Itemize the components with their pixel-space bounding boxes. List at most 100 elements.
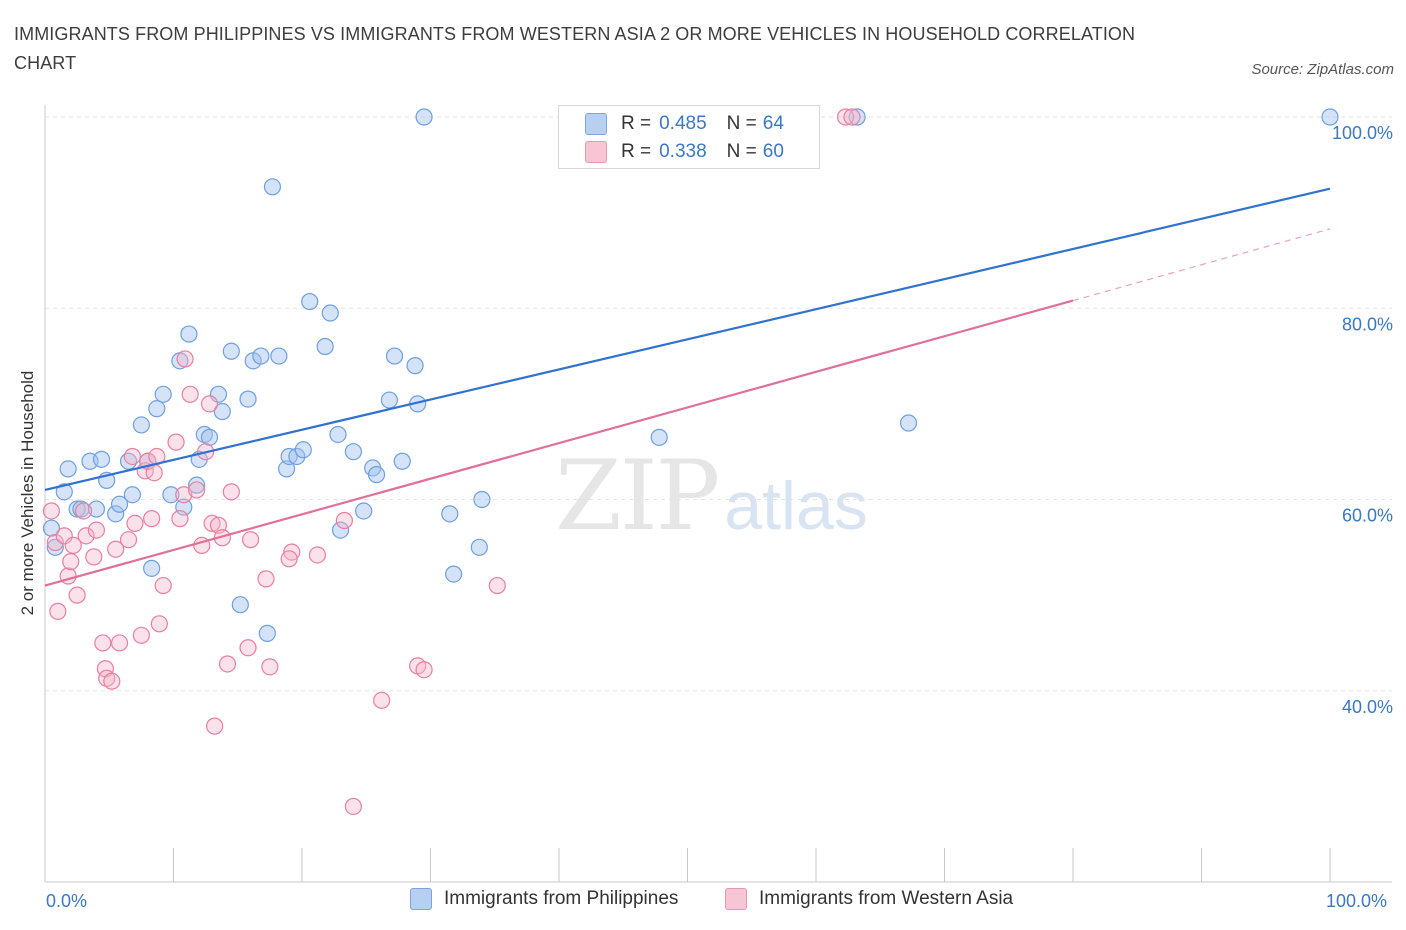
point-western-asia	[42, 502, 61, 520]
chart-title: IMMIGRANTS FROM PHILIPPINES VS IMMIGRANT…	[14, 24, 1136, 73]
trend-line-western-asia-extension	[1072, 228, 1331, 302]
x-tick-label-min: 0.0%	[46, 891, 88, 911]
point-western-asia	[206, 717, 224, 735]
point-philippines	[288, 447, 306, 466]
x-tick-label-max: 100.0%	[1326, 891, 1388, 911]
point-philippines	[123, 486, 141, 504]
point-philippines	[200, 428, 219, 446]
point-philippines	[329, 425, 347, 444]
trend-line-philippines	[44, 187, 1331, 492]
point-western-asia	[110, 634, 129, 652]
point-western-asia	[175, 486, 193, 504]
point-western-asia	[62, 553, 80, 571]
point-western-asia	[200, 395, 219, 413]
point-philippines	[441, 505, 459, 523]
point-western-asia	[181, 385, 199, 403]
point-western-asia	[103, 672, 121, 690]
watermark-atlas: atlas	[724, 468, 868, 544]
point-philippines	[154, 385, 172, 403]
legend-swatch-philippines	[585, 113, 607, 135]
point-western-asia	[488, 576, 506, 595]
legend-item-western-asia[interactable]: Immigrants from Western Asia	[725, 888, 1013, 910]
point-philippines	[132, 416, 150, 434]
point-philippines	[331, 521, 350, 539]
point-western-asia	[176, 350, 194, 368]
point-western-asia	[280, 550, 298, 568]
point-philippines	[107, 505, 125, 523]
series-legend: Immigrants from Philippines Immigrants f…	[0, 888, 1406, 918]
point-philippines	[110, 495, 129, 513]
point-western-asia	[64, 536, 82, 555]
trend-line-western-asia	[44, 299, 1074, 587]
r-label: R =	[621, 113, 652, 134]
correlation-legend: R = 0.485 N = 64 R = 0.338 N = 60	[558, 105, 820, 169]
point-philippines	[162, 486, 180, 504]
point-philippines	[231, 596, 249, 614]
point-western-asia	[222, 483, 240, 501]
point-western-asia	[145, 464, 163, 482]
r-value: 0.485	[659, 113, 707, 134]
point-western-asia	[344, 797, 362, 816]
legend-swatch-western-asia	[725, 888, 747, 910]
watermark: ZIPatlas	[555, 440, 868, 552]
point-philippines	[899, 414, 918, 432]
point-philippines	[180, 325, 198, 343]
point-philippines	[263, 178, 282, 196]
point-philippines	[301, 292, 319, 311]
point-philippines	[393, 452, 411, 470]
legend-row-western-asia: R = 0.338 N = 60	[585, 139, 804, 165]
point-western-asia	[150, 615, 168, 633]
point-western-asia	[154, 576, 172, 595]
point-western-asia	[836, 108, 855, 126]
point-philippines	[148, 400, 166, 418]
point-western-asia	[308, 546, 327, 564]
point-philippines	[270, 347, 288, 365]
point-philippines	[252, 347, 270, 365]
point-philippines	[239, 390, 257, 408]
point-philippines	[367, 466, 386, 484]
point-western-asia	[85, 548, 103, 566]
y-tick-label: 80.0%	[1342, 314, 1393, 334]
r-value: 0.338	[659, 141, 707, 162]
point-western-asia	[843, 108, 861, 126]
y-tick-label: 100.0%	[1332, 123, 1393, 143]
point-philippines	[59, 460, 77, 478]
point-western-asia	[94, 634, 112, 652]
point-philippines	[406, 357, 424, 375]
point-western-asia	[167, 433, 185, 451]
point-philippines	[195, 425, 213, 444]
point-western-asia	[77, 527, 95, 545]
point-western-asia	[283, 543, 301, 561]
point-western-asia	[123, 447, 141, 466]
legend-swatch-western-asia	[585, 141, 607, 163]
point-philippines	[92, 450, 111, 468]
n-value: 60	[762, 141, 784, 162]
n-label: N =	[726, 113, 757, 134]
point-western-asia	[203, 514, 221, 533]
n-label: N =	[726, 141, 757, 162]
point-western-asia	[239, 639, 257, 657]
legend-label-philippines: Immigrants from Philippines	[444, 888, 679, 909]
point-philippines	[222, 342, 240, 360]
point-philippines	[213, 402, 231, 421]
point-philippines	[55, 483, 73, 501]
point-philippines	[87, 500, 106, 518]
source-credit: Source: ZipAtlas.com	[1251, 61, 1394, 78]
legend-item-philippines[interactable]: Immigrants from Philippines	[410, 888, 678, 910]
point-philippines	[1321, 108, 1339, 126]
point-philippines	[650, 428, 668, 446]
point-western-asia	[126, 514, 144, 533]
point-western-asia	[68, 586, 86, 604]
point-philippines	[316, 337, 334, 356]
point-philippines	[470, 538, 488, 556]
point-western-asia	[119, 531, 138, 549]
point-western-asia	[257, 570, 275, 588]
point-philippines	[415, 108, 433, 126]
point-western-asia	[373, 691, 391, 709]
point-philippines	[46, 538, 64, 556]
point-philippines	[294, 441, 312, 459]
point-philippines	[68, 500, 86, 518]
point-western-asia	[171, 510, 189, 528]
point-philippines	[473, 490, 491, 509]
